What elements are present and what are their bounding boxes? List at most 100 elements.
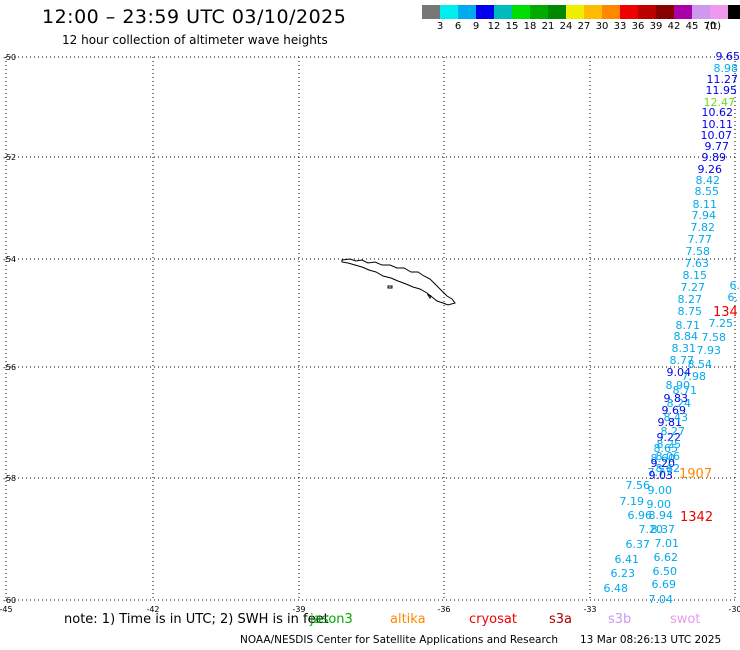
satellite-legend-item: s3b — [608, 612, 632, 627]
satellite-legend-item: jason3 — [310, 612, 353, 627]
legend-tick-label: 39 — [649, 21, 663, 32]
islet-outline — [387, 285, 393, 289]
wave-height-label: 7.77 — [688, 233, 713, 246]
wave-height-label: 6.48 — [604, 582, 629, 595]
legend-swatch — [674, 5, 692, 19]
ship-report-labels: 134 1907 1342 — [679, 305, 738, 525]
color-legend: 3 6 9 12 15 18 21 24 27 30 33 36 39 42 45 70 — [422, 5, 740, 33]
legend-swatch — [656, 5, 674, 19]
lon-tick-label: -39 — [292, 605, 305, 614]
wave-height-label: 8.37 — [651, 523, 676, 536]
wave-height-label: 7.77 — [648, 466, 673, 479]
lat-tick-label: -52 — [3, 153, 16, 162]
legend-tick-label: 33 — [613, 21, 627, 32]
wave-height-label: 7.82 — [691, 221, 716, 234]
wave-height-label: 9.04 — [667, 366, 692, 379]
altimeter-observations: 9.658.9811.2711.9512.4710.6210.1110.079.… — [604, 50, 740, 606]
report-value-label: 1342 — [680, 510, 713, 525]
wave-height-label: 6.50 — [653, 565, 678, 578]
color-legend-labels: 3 6 9 12 15 18 21 24 27 30 33 36 39 42 45 70 — [422, 19, 740, 33]
wave-height-label: 9.81 — [658, 416, 683, 429]
wave-height-label: 8.94 — [649, 509, 674, 522]
color-legend-swatches — [422, 5, 740, 19]
legend-swatch — [512, 5, 530, 19]
legend-swatch — [440, 5, 458, 19]
wave-height-label: 7.93 — [697, 344, 722, 357]
legend-tick-label: 42 — [667, 21, 681, 32]
lon-tick-label: -30 — [728, 605, 740, 614]
wave-height-label: 8.62 — [656, 462, 681, 475]
legend-tick-label: 45 — [685, 21, 699, 32]
satellite-legend-item: s3a — [549, 612, 573, 627]
wave-height-label: 6.96 — [628, 509, 653, 522]
credit-org: NOAA/NESDIS Center for Satellite Applica… — [240, 634, 558, 646]
wave-height-label: 6.62 — [654, 551, 679, 564]
lat-tick-label: -50 — [3, 53, 16, 62]
legend-swatch — [422, 5, 440, 19]
legend-swatch — [530, 5, 548, 19]
wave-height-label: 8.54 — [688, 358, 713, 371]
wave-height-label: 9.89 — [702, 151, 727, 164]
wave-height-label: 6.37 — [626, 538, 651, 551]
legend-swatch — [476, 5, 494, 19]
lon-tick-label: -45 — [0, 605, 13, 614]
legend-tick-label: 15 — [505, 21, 519, 32]
wave-height-label: 8.71 — [673, 384, 698, 397]
legend-tick-label: 27 — [577, 21, 591, 32]
wave-height-label: 9.00 — [647, 498, 672, 511]
lon-tick-label: -36 — [437, 605, 450, 614]
wave-height-label: 8.11 — [693, 198, 718, 211]
wave-height-label: 8.71 — [676, 319, 701, 332]
legend-swatch — [638, 5, 656, 19]
legend-swatch — [458, 5, 476, 19]
map-tick-labels: -50 -52 -54 -56 -58 -60-45 -42 -39 -36 -33 -30 — [0, 53, 740, 614]
lat-tick-label: -56 — [3, 363, 16, 372]
wave-height-label: 10.11 — [702, 118, 734, 131]
islet-outline — [426, 294, 432, 299]
generated-timestamp: 13 Mar 08:26:13 UTC 2025 — [580, 634, 722, 646]
wave-height-label: 7.19 — [620, 495, 645, 508]
legend-swatch — [584, 5, 602, 19]
lon-tick-label: -33 — [583, 605, 596, 614]
map-gridlines — [5, 56, 736, 601]
wave-height-label: 8.55 — [695, 185, 720, 198]
wave-height-label: 7.94 — [692, 209, 717, 222]
wave-height-label: 10.62 — [702, 106, 734, 119]
wave-height-label: 6. — [730, 279, 740, 292]
south-georgia-coastline — [341, 258, 456, 306]
wave-height-label: 8.15 — [683, 269, 708, 282]
wave-height-label: 9.22 — [657, 431, 682, 444]
satellite-legend-item: altika — [390, 612, 426, 627]
lat-tick-label: -54 — [3, 255, 16, 264]
wave-height-label: 6.69 — [652, 578, 677, 591]
wave-height-label: 7.58 — [686, 245, 711, 258]
legend-tick-label: 24 — [559, 21, 573, 32]
wave-height-label: 6.41 — [615, 553, 640, 566]
wave-height-label: 8.27 — [661, 425, 686, 438]
wave-height-label: 11.95 — [706, 84, 738, 97]
wave-height-label: 8.42 — [696, 174, 721, 187]
legend-swatch — [692, 5, 710, 19]
wave-height-label: 8.77 — [670, 354, 695, 367]
wave-height-label: 6. — [728, 291, 739, 304]
wave-height-label: 7.20 — [639, 523, 664, 536]
wave-height-label: 7.58 — [702, 331, 727, 344]
legend-tick-label: 18 — [523, 21, 537, 32]
wave-height-label: 7.56 — [626, 479, 651, 492]
legend-swatch — [728, 5, 740, 19]
wave-height-label: 9.83 — [664, 392, 689, 405]
satellite-legend-item: cryosat — [469, 612, 517, 627]
legend-swatch — [620, 5, 638, 19]
legend-tick-label: 30 — [595, 21, 609, 32]
legend-tick-label: 21 — [541, 21, 555, 32]
legend-swatch — [548, 5, 566, 19]
legend-unit: (ft) — [706, 21, 722, 32]
wave-height-label: 8.27 — [678, 293, 703, 306]
lat-tick-label: -58 — [3, 474, 16, 483]
wave-height-label: 8.65 — [654, 442, 679, 455]
wave-height-label: 9.00 — [648, 484, 673, 497]
footer-note: note: 1) Time is in UTC; 2) SWH is in fe… — [64, 612, 329, 627]
legend-tick-label: 12 — [487, 21, 501, 32]
legend-tick-label: 70 — [703, 21, 717, 32]
map-title: 12:00 – 23:59 UTC 03/10/2025 — [42, 6, 347, 28]
